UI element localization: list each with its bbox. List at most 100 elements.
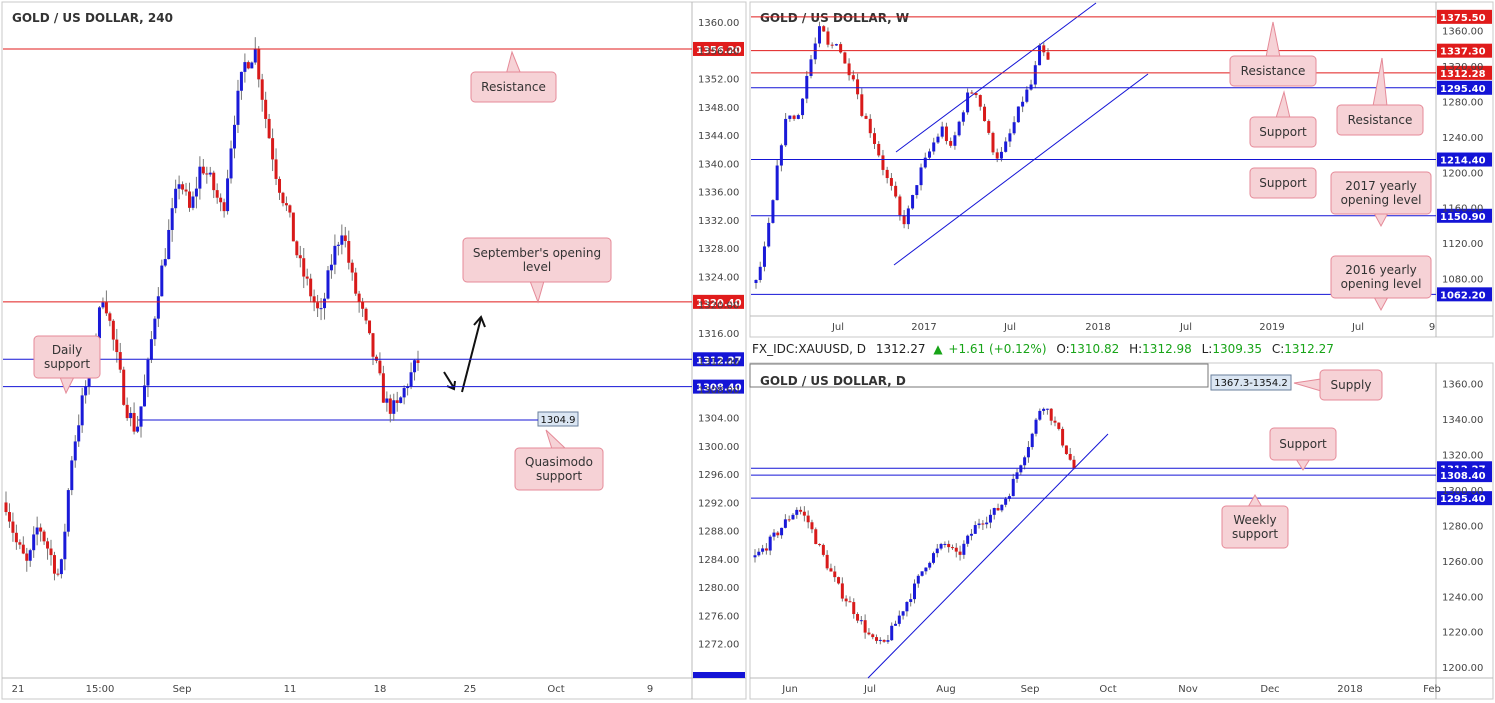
w-candle xyxy=(830,42,834,49)
w-candle xyxy=(953,131,957,150)
h4-candle xyxy=(250,61,254,69)
d-supply-zone xyxy=(749,363,1209,388)
d-candle xyxy=(753,549,757,563)
d-candle xyxy=(795,507,799,519)
d-y-tick: 1340.00 xyxy=(1442,415,1483,426)
h4-level-label: 1320.40 xyxy=(696,298,742,309)
d-candle xyxy=(935,543,939,558)
w-candle xyxy=(801,98,805,119)
d-candle xyxy=(1038,408,1042,421)
h4-candle xyxy=(343,226,347,248)
d-candle xyxy=(897,610,901,627)
d-level-tag xyxy=(1437,491,1492,506)
h4-candle xyxy=(149,331,153,364)
h4-candle xyxy=(368,320,372,335)
d-candle xyxy=(776,531,780,539)
h4-x-tick: 21 xyxy=(12,684,25,695)
h4-candle xyxy=(284,196,288,212)
d-candle xyxy=(1068,447,1072,461)
h4-projection-arrows xyxy=(443,315,486,393)
h4-candle xyxy=(66,488,70,537)
h4-candle xyxy=(63,523,67,571)
h4-candle xyxy=(11,512,15,542)
h4-candle xyxy=(381,365,385,403)
h4-candle xyxy=(350,259,354,281)
h4-candle xyxy=(409,362,413,390)
h4-candle xyxy=(139,406,143,438)
h4-candle xyxy=(28,548,32,567)
d-y-tick: 1300.00 xyxy=(1442,486,1483,497)
info-symbol: FX_IDC:XAUUSD, D xyxy=(752,342,866,356)
h4-axis-marker xyxy=(693,672,745,678)
d-candle xyxy=(829,563,833,572)
d-candle xyxy=(859,615,863,625)
h4-candle xyxy=(42,529,46,545)
h4-candle xyxy=(174,179,178,214)
h4-candle xyxy=(104,290,108,316)
h4-candle xyxy=(132,402,136,435)
h4-candle xyxy=(253,37,257,65)
h4-candle xyxy=(142,374,146,407)
info-price: 1312.27 xyxy=(876,342,926,356)
h4-candle xyxy=(125,397,129,421)
w-candle xyxy=(839,41,843,54)
d-candle xyxy=(821,543,825,557)
h4-candle xyxy=(336,241,340,256)
d-candle xyxy=(764,543,768,555)
h4-candle xyxy=(118,342,122,373)
w-candle xyxy=(966,88,970,115)
w-candle xyxy=(868,114,872,138)
h4-candle xyxy=(219,193,223,212)
h4-y-tick: 1300.00 xyxy=(698,442,739,453)
d-candle xyxy=(1049,408,1053,426)
d-x-tick: Sep xyxy=(1021,684,1040,695)
d-candle xyxy=(837,576,841,585)
h4-candle xyxy=(163,248,167,268)
h4-candle xyxy=(184,182,188,196)
w-level-tag xyxy=(1437,43,1492,58)
h4-candle xyxy=(333,234,337,275)
d-candle xyxy=(985,516,989,529)
h4-candle xyxy=(212,170,216,199)
h4-x-tick: 15:00 xyxy=(86,684,115,695)
d-x-tick: Jul xyxy=(863,684,876,695)
h4-y-tick: 1340.00 xyxy=(698,159,739,170)
h4-candle xyxy=(291,212,295,242)
h4-candle xyxy=(298,245,302,268)
w-y-tick: 1200.00 xyxy=(1442,168,1483,179)
w-candle xyxy=(932,137,936,155)
w-candle xyxy=(784,113,788,148)
w-candle xyxy=(1008,128,1012,148)
h4-level-tag xyxy=(693,294,744,309)
w-candle xyxy=(940,121,944,139)
h4-candle xyxy=(208,166,212,177)
h4-candle xyxy=(388,394,392,423)
w-candle xyxy=(923,152,927,169)
w-candle xyxy=(771,199,775,224)
w-candle xyxy=(856,73,860,100)
w-level-label: 1295.40 xyxy=(1440,84,1486,95)
w-candle xyxy=(822,25,826,32)
d-candle xyxy=(886,634,890,644)
h4-candle xyxy=(378,352,382,376)
w-candle xyxy=(851,70,855,82)
h4-callout: Daily support xyxy=(33,335,101,395)
d-candle xyxy=(916,574,920,588)
w-candle xyxy=(974,92,978,98)
daily-panel[interactable] xyxy=(749,362,1494,700)
d-candle xyxy=(1053,416,1057,427)
d-title: GOLD / US DOLLAR, D xyxy=(760,374,906,388)
h4-y-tick: 1332.00 xyxy=(698,216,739,227)
d-candle xyxy=(996,503,1000,511)
h4-candle xyxy=(194,176,198,209)
w-callout-text: Resistance xyxy=(1241,64,1306,78)
w-candle xyxy=(1042,42,1046,57)
h4-candle xyxy=(25,547,29,572)
h4-candle xyxy=(329,254,333,279)
w-candle xyxy=(779,143,783,172)
h4-y-tick: 1316.00 xyxy=(698,329,739,340)
h4-candle xyxy=(153,316,157,346)
d-x-tick: Aug xyxy=(936,684,956,695)
h4-candle xyxy=(257,46,261,88)
h4-x-tick: 9 xyxy=(647,684,653,695)
